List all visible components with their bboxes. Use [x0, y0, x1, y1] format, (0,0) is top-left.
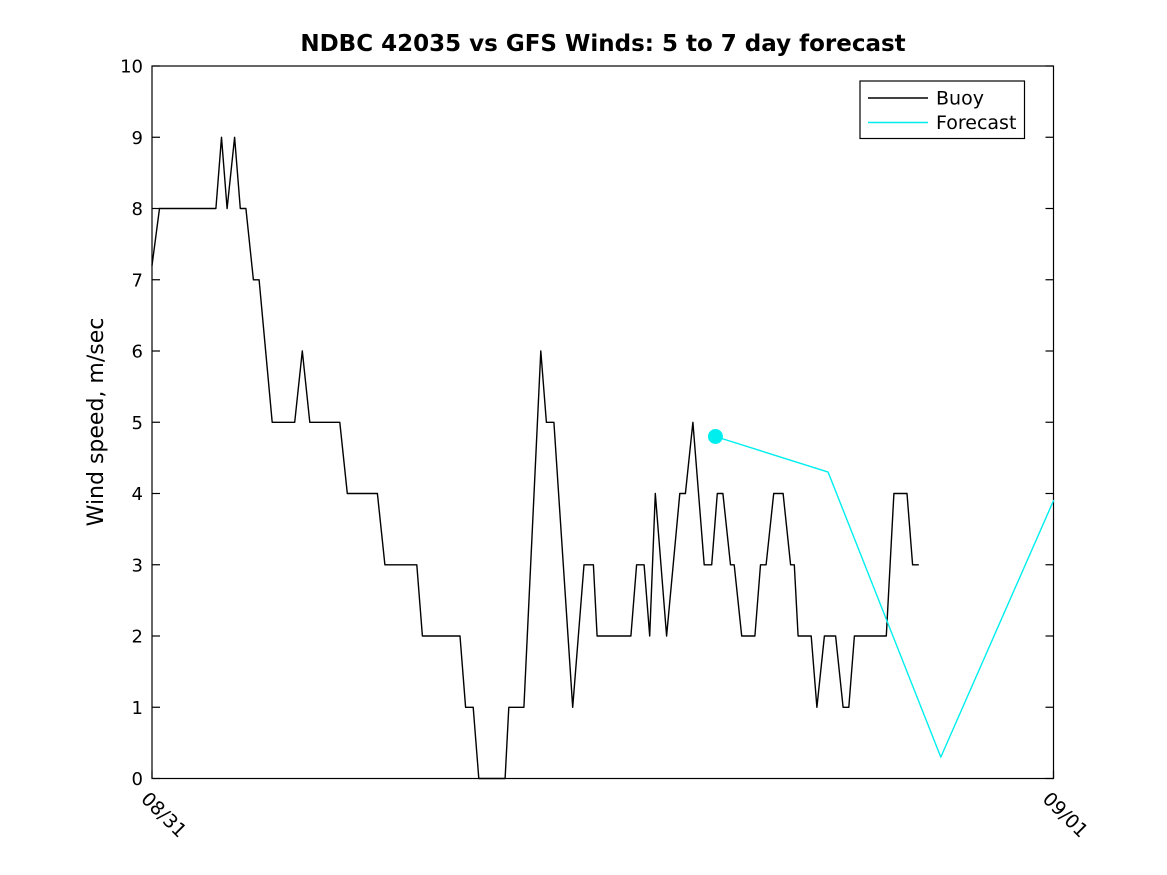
chart-title: NDBC 42035 vs GFS Winds: 5 to 7 day fore…: [300, 31, 905, 57]
legend: Buoy Forecast: [859, 80, 1026, 140]
buoy-line: [151, 136, 919, 780]
plot-area: [151, 65, 1055, 780]
y-axis-label: Wind speed, m/sec: [84, 318, 109, 527]
forecast-line: [714, 435, 1055, 758]
y-tick-label: 8: [132, 199, 143, 220]
legend-border: [859, 80, 1026, 140]
legend-buoy-label: Buoy: [936, 88, 984, 110]
y-tick-label: 0: [132, 769, 143, 790]
y-tick-label: 7: [132, 270, 143, 291]
x-tick-label: 08/31: [136, 788, 190, 842]
y-tick-label: 3: [132, 555, 143, 576]
y-tick-label: 6: [132, 342, 143, 363]
axis-ticks: 0 1 2 3 4 5 6 7 8 9 10 08/31 09/01: [120, 57, 1092, 843]
y-tick-label: 5: [132, 413, 143, 434]
y-tick-label: 9: [132, 128, 143, 149]
y-tick-label: 2: [132, 627, 143, 648]
x-tick-label: 09/01: [1038, 788, 1092, 842]
forecast-start-marker: [707, 429, 723, 444]
y-tick-label: 4: [132, 484, 143, 505]
legend-forecast-label: Forecast: [936, 112, 1016, 134]
y-tick-label: 10: [120, 57, 143, 78]
y-tick-label: 1: [132, 698, 143, 719]
